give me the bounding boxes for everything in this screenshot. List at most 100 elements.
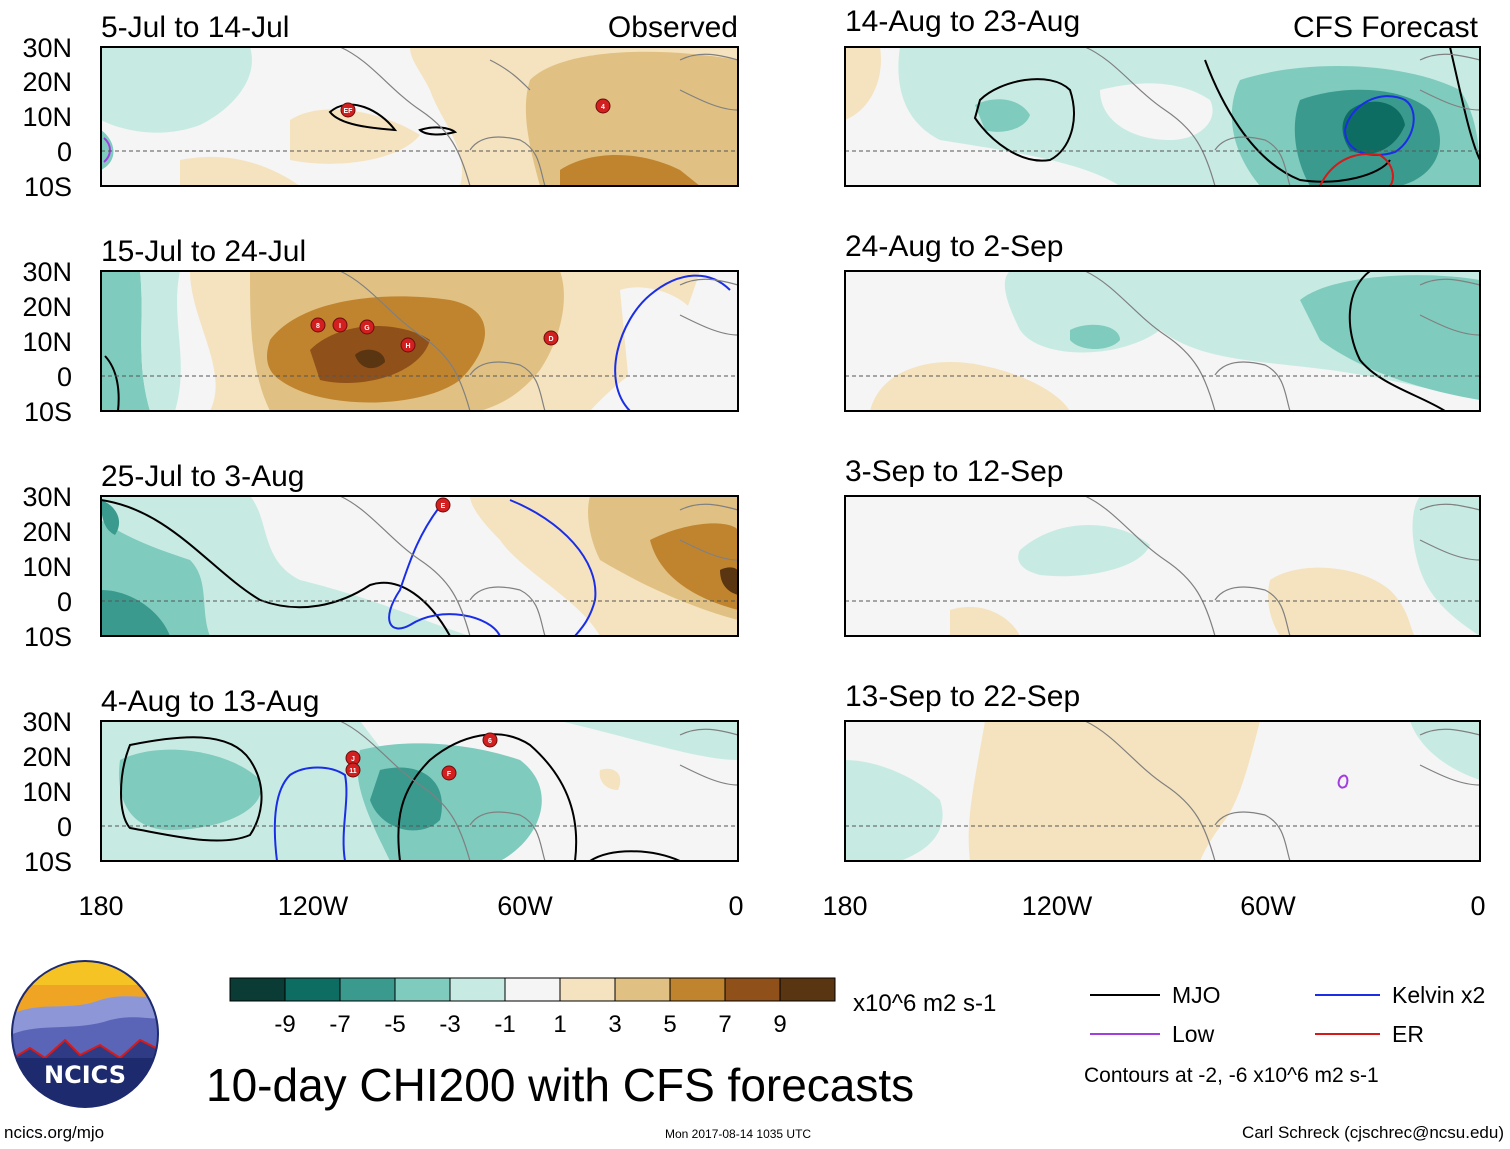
panel-tag: Observed xyxy=(608,11,738,44)
panel-title: 24-Aug to 2-Sep xyxy=(845,230,1063,263)
svg-text:H: H xyxy=(405,343,410,350)
svg-text:120W: 120W xyxy=(278,891,349,921)
colorbar-tick-label: 7 xyxy=(718,1011,731,1038)
logo-text: NCICS xyxy=(44,1061,126,1089)
panel-forecast-2 xyxy=(845,270,1480,412)
svg-text:0: 0 xyxy=(57,362,72,392)
svg-text:I: I xyxy=(339,323,341,330)
panel-forecast-3 xyxy=(845,496,1480,636)
colorbar-swatch xyxy=(669,977,726,1002)
storm-marker: E xyxy=(435,497,451,513)
svg-text:8: 8 xyxy=(316,323,320,330)
svg-text:E: E xyxy=(441,503,446,510)
panel-title: 3-Sep to 12-Sep xyxy=(845,455,1063,488)
svg-text:10S: 10S xyxy=(24,172,72,202)
svg-text:4: 4 xyxy=(601,104,605,111)
storm-marker: 11 xyxy=(345,762,361,778)
legend-er: ER xyxy=(1392,1021,1424,1047)
svg-text:10N: 10N xyxy=(22,102,72,132)
svg-text:180: 180 xyxy=(78,891,123,921)
site-link[interactable]: ncics.org/mjo xyxy=(4,1123,105,1142)
colorbar-swatch xyxy=(559,977,616,1002)
svg-text:10S: 10S xyxy=(24,397,72,427)
panel-title: 13-Sep to 22-Sep xyxy=(845,680,1080,713)
svg-text:30N: 30N xyxy=(22,257,72,287)
svg-text:60W: 60W xyxy=(497,891,553,921)
svg-text:D: D xyxy=(548,336,553,343)
colorbar-tick-label: 3 xyxy=(608,1011,621,1038)
panel-forecast-1 xyxy=(845,46,1481,187)
svg-text:0: 0 xyxy=(728,891,743,921)
storm-marker: 6 xyxy=(482,732,498,748)
svg-text:10S: 10S xyxy=(24,622,72,652)
svg-text:10N: 10N xyxy=(22,777,72,807)
svg-text:60W: 60W xyxy=(1240,891,1296,921)
svg-text:0: 0 xyxy=(57,137,72,167)
colorbar-swatch xyxy=(229,977,286,1002)
svg-text:120W: 120W xyxy=(1022,891,1093,921)
svg-text:20N: 20N xyxy=(22,742,72,772)
colorbar-tick-label: 1 xyxy=(553,1011,566,1038)
storm-marker: 8 xyxy=(310,317,326,333)
svg-text:6: 6 xyxy=(488,738,492,745)
colorbar-tick-label: 5 xyxy=(663,1011,676,1038)
colorbar-swatch xyxy=(394,977,451,1002)
colorbar-tick-label: -5 xyxy=(384,1011,405,1038)
ncics-logo: NCICS xyxy=(11,960,159,1108)
storm-marker: H xyxy=(400,337,416,353)
colorbar-swatch xyxy=(504,977,561,1002)
colorbar-tick-label: 9 xyxy=(773,1011,786,1038)
svg-text:20N: 20N xyxy=(22,517,72,547)
svg-text:30N: 30N xyxy=(22,482,72,512)
legend-mjo: MJO xyxy=(1172,982,1221,1008)
panel-title: 5-Jul to 14-Jul xyxy=(101,11,289,44)
storm-marker: F xyxy=(441,765,457,781)
storm-marker: D xyxy=(543,330,559,346)
svg-text:EF: EF xyxy=(344,108,354,115)
svg-text:10N: 10N xyxy=(22,327,72,357)
panel-frames xyxy=(100,46,1481,862)
colorbar-tick-label: -7 xyxy=(329,1011,350,1038)
panel-observed-3 xyxy=(100,496,738,637)
svg-text:180: 180 xyxy=(822,891,867,921)
svg-text:0: 0 xyxy=(1470,891,1485,921)
panel-titles: 5-Jul to 14-Jul Observed 15-Jul to 24-Ju… xyxy=(101,5,1479,718)
svg-text:30N: 30N xyxy=(22,33,72,63)
lat-labels: 30N 20N 10N 0 10S 30N 20N 10N 0 10S 30N … xyxy=(22,33,72,877)
storm-markers: EF 4 8 I G H D E J 11 6 F xyxy=(310,98,611,781)
panel-tag: CFS Forecast xyxy=(1293,11,1479,44)
storm-marker: 4 xyxy=(595,98,611,114)
svg-text:F: F xyxy=(447,771,452,778)
lon-labels: 180 120W 60W 0 180 120W 60W 0 xyxy=(78,891,1485,921)
storm-marker: I xyxy=(332,317,348,333)
svg-text:20N: 20N xyxy=(22,292,72,322)
svg-text:30N: 30N xyxy=(22,707,72,737)
svg-text:10N: 10N xyxy=(22,552,72,582)
colorbar-units: x10^6 m2 s-1 xyxy=(853,990,996,1017)
svg-text:10S: 10S xyxy=(24,847,72,877)
legend: MJO Kelvin x2 Low ER Contours at -2, -6 … xyxy=(1084,982,1485,1087)
svg-text:11: 11 xyxy=(349,768,357,775)
coastlines xyxy=(339,46,1481,862)
panel-title: 4-Aug to 13-Aug xyxy=(101,685,319,718)
author: Carl Schreck (cjschrec@ncsu.edu) xyxy=(1242,1123,1504,1142)
colorbar-tick-label: -3 xyxy=(439,1011,460,1038)
colorbar-swatch xyxy=(614,977,671,1002)
legend-kelvin: Kelvin x2 xyxy=(1392,982,1485,1008)
panel-title: 14-Aug to 23-Aug xyxy=(845,5,1080,38)
colorbar-swatch xyxy=(779,977,836,1002)
svg-text:0: 0 xyxy=(57,587,72,617)
legend-low: Low xyxy=(1172,1021,1215,1047)
panel-observed-4 xyxy=(101,721,738,862)
colorbar: -9 -7 -5 -3 -1 1 3 5 7 9 xyxy=(229,977,836,1038)
colorbar-swatch xyxy=(284,977,341,1002)
panel-title: 25-Jul to 3-Aug xyxy=(101,460,304,493)
colorbar-tick-label: -1 xyxy=(494,1011,515,1038)
panel-observed-2 xyxy=(101,271,738,412)
colorbar-swatch xyxy=(449,977,506,1002)
storm-marker: G xyxy=(359,319,375,335)
colorbar-tick-label: -9 xyxy=(274,1011,295,1038)
panel-observed-1 xyxy=(101,47,738,186)
svg-text:0: 0 xyxy=(57,812,72,842)
